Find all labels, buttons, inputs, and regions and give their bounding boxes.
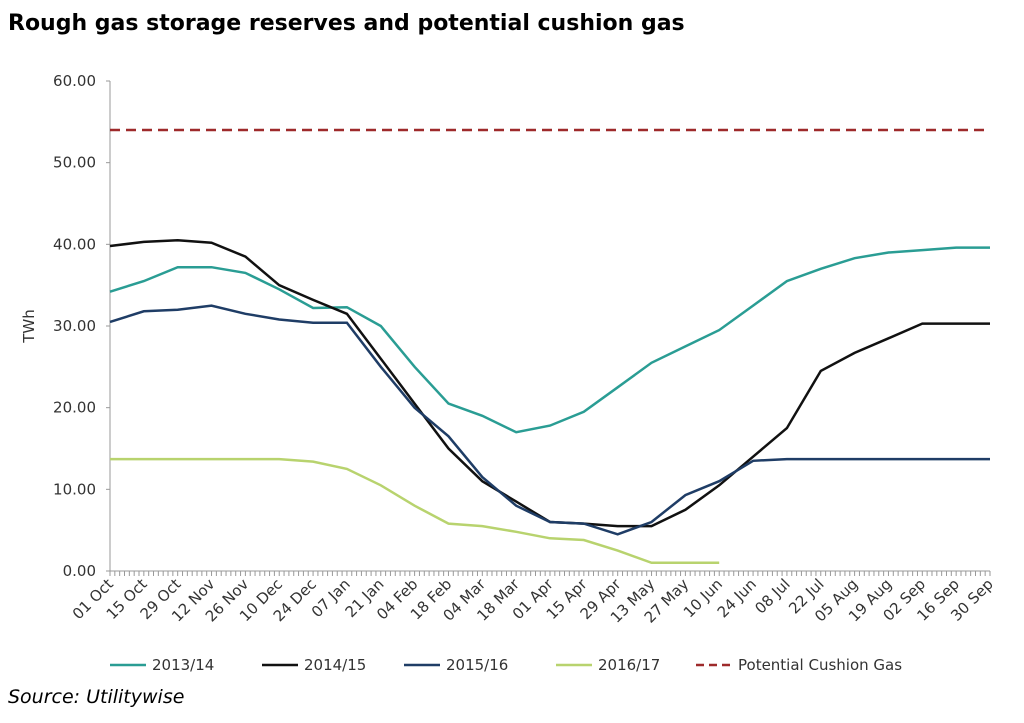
y-tick-label: 20.00 xyxy=(53,399,96,417)
legend-label: 2013/14 xyxy=(152,656,214,674)
chart-title: Rough gas storage reserves and potential… xyxy=(8,11,685,36)
series-line xyxy=(110,457,720,565)
y-tick-label: 10.00 xyxy=(53,480,96,498)
legend-label: Potential Cushion Gas xyxy=(738,656,902,674)
y-tick-label: 50.00 xyxy=(53,154,96,172)
series-line xyxy=(109,239,990,528)
legend-label: 2014/15 xyxy=(304,656,366,674)
y-tick-label: 30.00 xyxy=(53,317,96,335)
y-axis-label: TWh xyxy=(20,309,38,344)
legend-label: 2016/17 xyxy=(598,656,660,674)
x-tick-label: 08 Jul xyxy=(751,575,793,617)
y-tick-label: 60.00 xyxy=(53,72,96,90)
x-tick-label: 24 Jun xyxy=(714,575,760,621)
legend-label: 2015/16 xyxy=(446,656,508,674)
y-tick-label: 0.00 xyxy=(63,562,96,580)
source-note: Source: Utilitywise xyxy=(8,686,184,708)
series-line xyxy=(109,246,990,434)
y-tick-label: 40.00 xyxy=(53,235,96,253)
series-line xyxy=(109,304,990,536)
